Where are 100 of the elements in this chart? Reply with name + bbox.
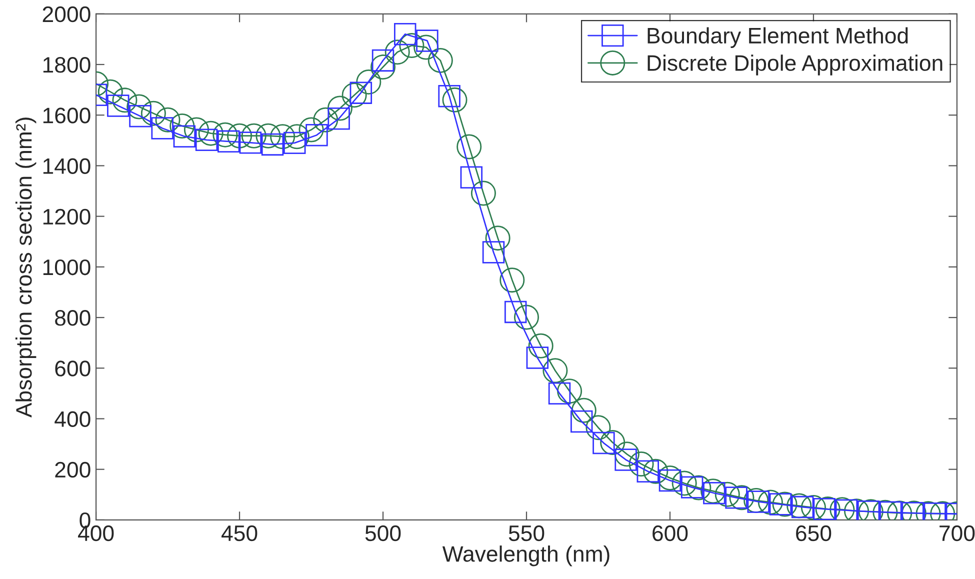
x-tick-label: 700 xyxy=(940,525,975,542)
point xyxy=(170,113,195,138)
x-axis-title: Wavelength (nm) xyxy=(442,546,610,566)
point xyxy=(456,134,482,160)
legend-label: Discrete Dipole Approximation xyxy=(648,54,942,76)
point xyxy=(399,33,424,58)
y-tick-label: 1200 xyxy=(43,208,90,225)
y-tick-label: 800 xyxy=(55,310,90,326)
point xyxy=(227,123,252,148)
point xyxy=(614,442,640,467)
point xyxy=(327,96,352,121)
point xyxy=(284,124,310,150)
point xyxy=(658,469,682,492)
point xyxy=(107,94,130,117)
point xyxy=(835,499,858,520)
point xyxy=(504,300,527,324)
point xyxy=(714,482,740,507)
point xyxy=(212,122,238,148)
point xyxy=(570,410,593,433)
point xyxy=(528,333,554,358)
point xyxy=(586,415,611,440)
point xyxy=(769,493,792,516)
point xyxy=(313,107,338,132)
point xyxy=(470,180,496,206)
y-tick-label: 1400 xyxy=(43,158,90,174)
point xyxy=(758,490,783,515)
point xyxy=(729,485,754,510)
y-tick-label: 1600 xyxy=(43,108,90,124)
point xyxy=(725,486,748,509)
x-tick-label: 650 xyxy=(796,525,832,542)
point xyxy=(680,476,704,498)
point xyxy=(414,34,439,60)
legend-label: Boundary Element Method xyxy=(648,27,908,48)
point xyxy=(460,166,483,188)
y-tick-label: 1000 xyxy=(43,259,90,276)
point xyxy=(256,123,281,148)
y-axis-title: Absorption cross section (nm²) xyxy=(15,118,36,418)
point xyxy=(686,475,712,500)
point xyxy=(672,470,697,496)
point xyxy=(112,88,138,113)
point xyxy=(791,496,814,518)
x-tick-label: 450 xyxy=(222,525,258,542)
point xyxy=(298,117,324,142)
y-tick-label: 1800 xyxy=(43,57,90,73)
y-tick-label: 400 xyxy=(54,411,90,428)
point xyxy=(356,69,382,94)
point xyxy=(261,133,284,156)
point xyxy=(328,108,350,130)
point xyxy=(526,346,549,369)
point xyxy=(195,128,218,152)
point xyxy=(284,132,306,154)
point xyxy=(636,460,659,482)
point xyxy=(592,432,615,454)
point xyxy=(772,492,798,517)
point xyxy=(548,382,571,405)
point xyxy=(372,49,394,72)
point xyxy=(438,85,460,108)
point xyxy=(600,430,626,456)
point xyxy=(813,498,836,520)
point xyxy=(350,82,372,104)
point xyxy=(342,82,367,108)
point xyxy=(198,120,224,146)
point xyxy=(173,125,196,148)
point xyxy=(184,117,209,142)
point xyxy=(394,23,416,46)
point xyxy=(542,358,568,384)
point xyxy=(557,378,582,404)
point xyxy=(428,48,453,73)
point xyxy=(98,79,123,104)
point xyxy=(416,30,438,52)
point xyxy=(306,124,328,146)
point xyxy=(151,117,174,140)
point xyxy=(628,452,654,477)
point xyxy=(442,87,468,112)
point xyxy=(241,123,266,148)
x-tick-label: 600 xyxy=(652,525,688,542)
y-tick-label: 2000 xyxy=(42,6,90,22)
y-tick-label: 200 xyxy=(55,462,90,478)
point xyxy=(482,241,505,264)
point xyxy=(514,304,539,330)
point xyxy=(270,124,296,150)
point xyxy=(643,458,668,484)
y-tick-label: 600 xyxy=(55,360,90,376)
point xyxy=(500,268,525,293)
point xyxy=(218,130,240,153)
point xyxy=(571,398,596,423)
point xyxy=(126,94,152,120)
x-tick-label: 500 xyxy=(365,525,401,542)
point xyxy=(786,493,812,518)
point xyxy=(370,54,396,80)
point xyxy=(239,132,262,154)
point xyxy=(800,495,826,520)
x-tick-label: 550 xyxy=(508,525,544,542)
point xyxy=(384,40,410,65)
point xyxy=(830,497,855,520)
point xyxy=(614,448,637,471)
point xyxy=(140,100,166,126)
point xyxy=(155,107,180,132)
point xyxy=(485,226,510,251)
point xyxy=(815,496,840,520)
